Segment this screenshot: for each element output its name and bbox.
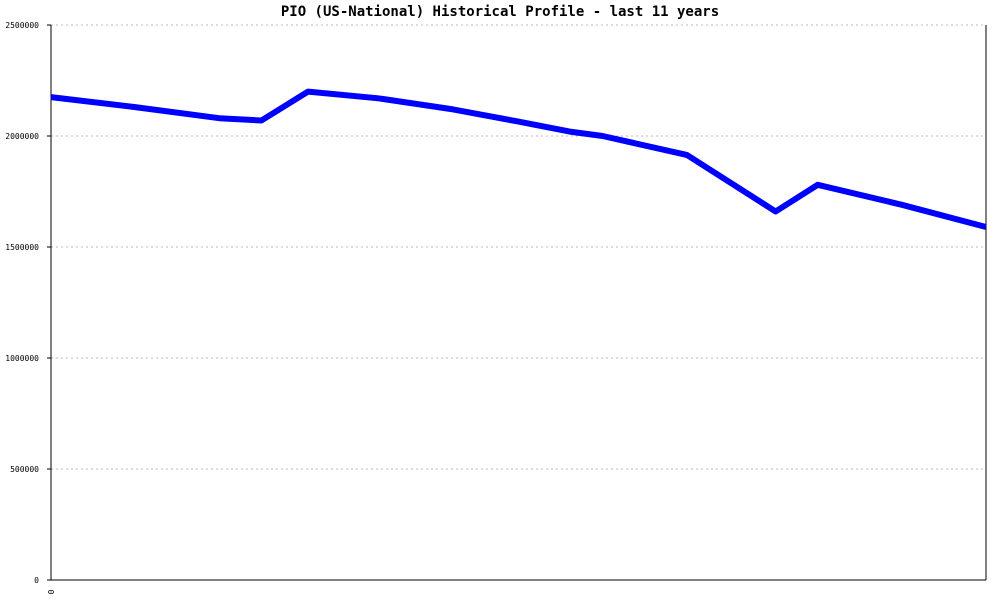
x-tick-label-0: 0 bbox=[47, 589, 56, 594]
chart-title: PIO (US-National) Historical Profile - l… bbox=[280, 4, 720, 20]
y-tick-label-2: 1000000 bbox=[5, 354, 39, 363]
y-tick-label-4: 2000000 bbox=[5, 132, 39, 141]
y-tick-label-0: 0 bbox=[34, 576, 39, 585]
y-tick-label-3: 1500000 bbox=[5, 243, 39, 252]
y-tick-label-1: 500000 bbox=[10, 465, 39, 474]
series-line-0 bbox=[50, 88, 987, 230]
y-tick-label-5: 2500000 bbox=[5, 21, 39, 30]
